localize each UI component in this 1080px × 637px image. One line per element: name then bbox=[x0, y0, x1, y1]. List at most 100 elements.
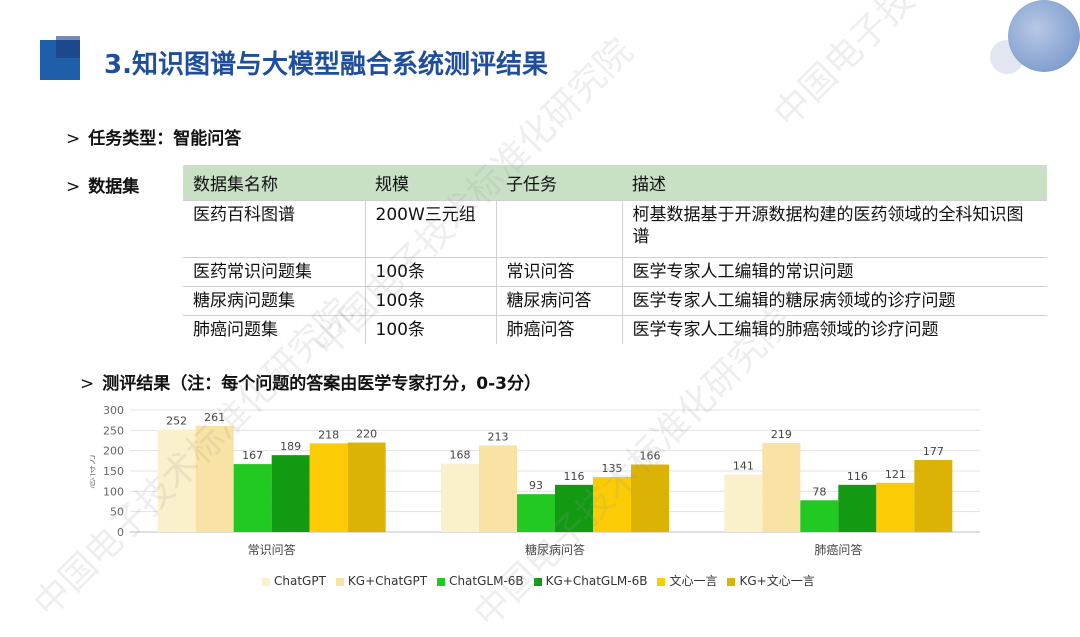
table-row: 肺癌问题集 100条 肺癌问答 医学专家人工编辑的肺癌领域的诊疗问题 bbox=[183, 315, 1047, 344]
results-text: 测评结果（注：每个问题的答案由医学专家打分，0-3分） bbox=[102, 374, 541, 394]
bar bbox=[555, 484, 593, 532]
bullet-arrow: > bbox=[66, 177, 81, 197]
data-label: 141 bbox=[733, 460, 754, 473]
legend-label: KG+ChatGLM-6B bbox=[545, 574, 648, 588]
bar bbox=[195, 425, 234, 532]
x-tick-label: 常识问答 bbox=[248, 542, 296, 557]
legend-item: ChatGPT bbox=[262, 574, 326, 588]
bar bbox=[517, 494, 555, 532]
dataset-table: 数据集名称 规模 子任务 描述 医药百科图谱 200W三元组 柯基数据基于开源数… bbox=[183, 165, 1047, 344]
table-row: 糖尿病问题集 100条 糖尿病问答 医学专家人工编辑的糖尿病领域的诊疗问题 bbox=[183, 286, 1047, 316]
table-header: 规模 bbox=[365, 165, 496, 201]
data-label: 116 bbox=[564, 470, 585, 483]
table-header-row: 数据集名称 规模 子任务 描述 bbox=[183, 165, 1047, 201]
data-label: 220 bbox=[356, 428, 377, 441]
data-label: 168 bbox=[450, 449, 471, 462]
dataset-label: 数据集 bbox=[88, 177, 140, 197]
task-type-bullet: > 任务类型：智能问答 bbox=[66, 124, 241, 149]
table-header: 描述 bbox=[622, 165, 1047, 201]
legend-label: ChatGPT bbox=[274, 574, 326, 588]
legend-item: KG+ChatGLM-6B bbox=[533, 574, 648, 588]
bar bbox=[347, 442, 386, 532]
y-axis-label: 总得分 bbox=[90, 453, 97, 489]
data-label: 121 bbox=[885, 468, 906, 481]
data-label: 167 bbox=[242, 449, 263, 462]
bar bbox=[838, 484, 877, 532]
y-tick-label: 250 bbox=[103, 424, 124, 437]
table-cell: 医学专家人工编辑的肺癌领域的诊疗问题 bbox=[621, 315, 1047, 344]
data-label: 261 bbox=[204, 411, 225, 424]
data-label: 135 bbox=[602, 462, 623, 475]
bar bbox=[157, 429, 196, 532]
data-label: 166 bbox=[640, 449, 661, 462]
table-cell: 糖尿病问答 bbox=[495, 286, 622, 316]
legend-item: KG+文心一言 bbox=[727, 572, 815, 589]
data-label: 218 bbox=[318, 428, 339, 441]
y-tick-label: 50 bbox=[110, 506, 124, 519]
table-cell: 常识问答 bbox=[495, 257, 622, 287]
bullet-arrow: > bbox=[66, 129, 81, 149]
bar bbox=[800, 500, 839, 532]
bar bbox=[309, 443, 348, 532]
bar bbox=[724, 474, 763, 532]
legend-swatch bbox=[533, 577, 542, 586]
table-cell: 医药百科图谱 bbox=[183, 200, 365, 258]
bar bbox=[479, 445, 517, 532]
title-decoration-square-dark bbox=[56, 36, 80, 58]
data-label: 189 bbox=[280, 440, 301, 453]
table-row: 医药百科图谱 200W三元组 柯基数据基于开源数据构建的医药领域的全科知识图谱 bbox=[183, 200, 1047, 258]
dataset-bullet: > 数据集 bbox=[66, 172, 139, 197]
y-tick-label: 200 bbox=[103, 445, 124, 458]
legend-item: 文心一言 bbox=[657, 572, 717, 589]
table-cell: 100条 bbox=[364, 286, 496, 316]
data-label: 93 bbox=[529, 479, 543, 492]
table-cell: 100条 bbox=[364, 315, 496, 344]
bar bbox=[631, 464, 669, 532]
legend-label: ChatGLM-6B bbox=[449, 574, 524, 588]
y-tick-label: 150 bbox=[103, 465, 124, 478]
table-cell: 医学专家人工编辑的常识问题 bbox=[621, 257, 1047, 287]
table-cell: 柯基数据基于开源数据构建的医药领域的全科知识图谱 bbox=[621, 200, 1047, 258]
x-tick-label: 糖尿病问答 bbox=[525, 542, 585, 557]
legend-swatch bbox=[262, 577, 270, 586]
bar bbox=[593, 477, 631, 532]
table-cell: 肺癌问题集 bbox=[183, 315, 365, 344]
legend-swatch bbox=[437, 577, 446, 586]
table-cell: 医学专家人工编辑的糖尿病领域的诊疗问题 bbox=[621, 286, 1047, 316]
table-cell: 肺癌问答 bbox=[495, 315, 622, 344]
table-header: 子任务 bbox=[496, 165, 622, 201]
table-cell: 医药常识问题集 bbox=[183, 257, 365, 287]
data-label: 116 bbox=[847, 470, 868, 483]
data-label: 78 bbox=[812, 485, 826, 498]
results-bullet: > 测评结果（注：每个问题的答案由医学专家打分，0-3分） bbox=[80, 369, 541, 394]
table-cell: 100条 bbox=[364, 257, 496, 287]
task-type-text: 任务类型：智能问答 bbox=[88, 129, 242, 149]
x-tick-label: 肺癌问答 bbox=[814, 542, 862, 557]
y-tick-label: 300 bbox=[103, 404, 124, 417]
legend-item: KG+ChatGPT bbox=[335, 574, 428, 588]
score-bar-chart: 0 50 100 150 200 250 300 总得分 252 261 167 189 218 220 常… bbox=[90, 404, 980, 557]
bullet-arrow: > bbox=[80, 374, 95, 394]
y-tick-label: 100 bbox=[103, 485, 124, 498]
table-row: 医药常识问题集 100条 常识问答 医学专家人工编辑的常识问题 bbox=[183, 257, 1047, 287]
legend-swatch bbox=[727, 577, 736, 586]
y-tick-label: 0 bbox=[117, 526, 124, 539]
bar bbox=[233, 464, 272, 532]
data-label: 213 bbox=[488, 430, 509, 443]
table-cell: 糖尿病问题集 bbox=[183, 286, 365, 316]
data-label: 219 bbox=[771, 428, 792, 441]
bar bbox=[441, 463, 479, 532]
data-label: 252 bbox=[166, 415, 187, 428]
legend-swatch bbox=[335, 577, 344, 586]
table-header: 数据集名称 bbox=[183, 165, 365, 201]
data-label: 177 bbox=[923, 445, 944, 458]
table-cell: 200W三元组 bbox=[364, 200, 496, 258]
bar bbox=[876, 482, 915, 532]
corner-decoration-circle bbox=[1008, 0, 1080, 72]
bar bbox=[762, 442, 801, 532]
bar bbox=[271, 455, 310, 532]
bar bbox=[914, 460, 953, 532]
legend-item: ChatGLM-6B bbox=[437, 574, 524, 588]
legend-label: KG+ChatGPT bbox=[347, 574, 428, 588]
legend-label: 文心一言 bbox=[669, 574, 718, 588]
